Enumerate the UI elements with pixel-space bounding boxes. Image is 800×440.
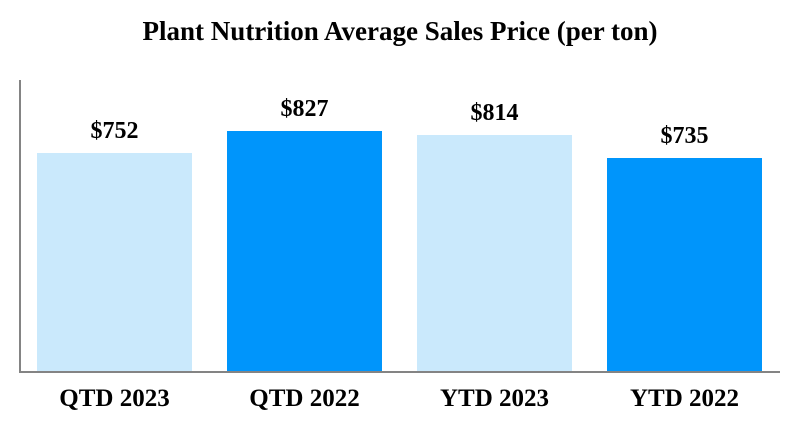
bar-qtd-2023 [37, 153, 192, 371]
value-label-qtd-2022: $827 [280, 96, 329, 122]
category-label-qtd-2022: QTD 2022 [249, 385, 360, 412]
bars-row: $752 $827 $814 $735 [37, 80, 762, 371]
plot-area: $752 $827 $814 $735 [19, 80, 780, 373]
x-axis-labels: QTD 2023 QTD 2022 YTD 2023 YTD 2022 [37, 385, 762, 413]
category-label-qtd-2023: QTD 2023 [59, 385, 170, 412]
category-label-ytd-2022: YTD 2022 [629, 385, 740, 412]
bar-group-ytd-2023: $814 [417, 78, 572, 371]
value-label-ytd-2023: $814 [470, 100, 519, 126]
value-label-ytd-2022: $735 [660, 123, 709, 149]
value-label-qtd-2023: $752 [90, 118, 139, 144]
bar-group-ytd-2022: $735 [607, 78, 762, 371]
bar-qtd-2022 [227, 131, 382, 371]
category-label-ytd-2023: YTD 2023 [439, 385, 550, 412]
bar-group-qtd-2023: $752 [37, 78, 192, 371]
chart-title: Plant Nutrition Average Sales Price (per… [142, 16, 658, 46]
bar-ytd-2023 [417, 135, 572, 371]
bar-ytd-2022 [607, 158, 762, 371]
bar-group-qtd-2022: $827 [227, 78, 382, 371]
